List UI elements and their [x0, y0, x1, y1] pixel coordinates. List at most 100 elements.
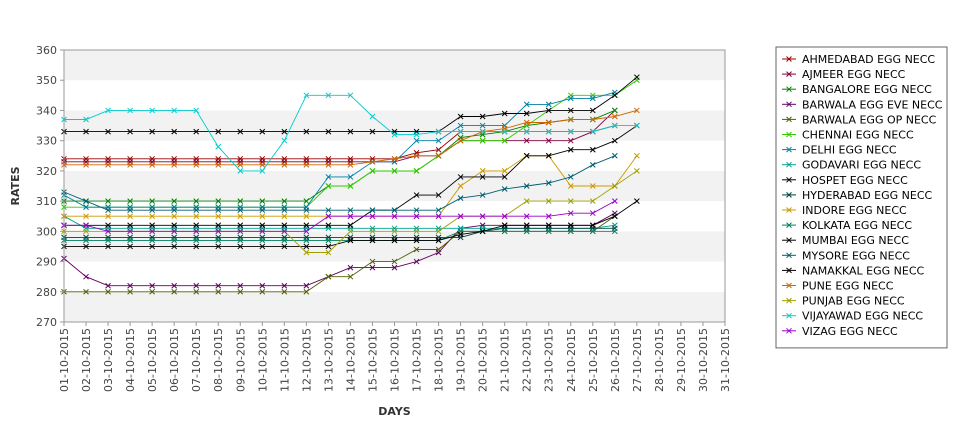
- data-point: [303, 92, 310, 99]
- legend-item: MUMBAI EGG NECC: [782, 234, 909, 247]
- y-axis-title: RATES: [9, 166, 22, 205]
- legend-marker: [786, 161, 792, 168]
- legend-label: AHMEDABAD EGG NECC: [802, 53, 935, 66]
- data-point: [413, 207, 420, 214]
- data-point: [83, 128, 89, 135]
- data-point: [237, 198, 244, 204]
- y-tick-label: 360: [36, 44, 57, 57]
- legend-label: MYSORE EGG NECC: [802, 249, 910, 262]
- data-point: [611, 213, 618, 220]
- legend-item: GODAVARI EGG NECC: [782, 159, 921, 172]
- x-tick-label: 29-10-2015: [675, 328, 688, 392]
- data-point: [127, 213, 133, 220]
- data-point: [545, 137, 552, 144]
- data-point: [127, 207, 133, 214]
- data-point: [193, 288, 200, 295]
- data-point: [523, 137, 530, 144]
- data-point: [479, 213, 486, 220]
- data-point: [215, 288, 222, 295]
- legend-frame: [775, 46, 948, 349]
- data-point: [347, 174, 354, 180]
- data-point: [259, 222, 266, 229]
- data-point: [127, 288, 133, 295]
- data-point: [369, 258, 376, 265]
- data-point: [237, 288, 244, 295]
- data-point: [281, 198, 288, 204]
- data-point: [457, 174, 464, 180]
- data-point: [369, 237, 376, 244]
- legend-marker: [786, 327, 792, 334]
- x-tick-label: 06-10-2015: [168, 328, 181, 392]
- data-point: [369, 168, 376, 174]
- legend-marker: [786, 101, 792, 108]
- data-point: [611, 198, 618, 204]
- data-point: [523, 101, 530, 108]
- x-tick-label: 01-10-2015: [58, 328, 71, 392]
- data-point: [567, 146, 574, 153]
- data-point: [259, 228, 266, 235]
- data-point: [215, 243, 222, 250]
- data-point: [281, 161, 288, 168]
- legend-marker: [786, 312, 792, 319]
- x-tick-label: 15-10-2015: [366, 328, 379, 392]
- data-point: [391, 207, 398, 214]
- legend-label: HYDERABAD EGG NECC: [802, 189, 933, 202]
- x-tick-label: 19-10-2015: [455, 328, 468, 392]
- data-point: [435, 207, 442, 214]
- data-point: [149, 243, 155, 250]
- data-point: [193, 198, 200, 204]
- data-point: [347, 207, 354, 214]
- legend-item: PUNJAB EGG NECC: [782, 295, 905, 308]
- data-point: [589, 228, 596, 235]
- data-point: [634, 152, 640, 159]
- data-point: [303, 249, 310, 256]
- data-point: [391, 237, 398, 244]
- legend-label: HOSPET EGG NECC: [802, 174, 908, 187]
- legend-item: BARWALA EGG EVE NECC: [782, 98, 943, 111]
- series-line: [61, 228, 618, 244]
- data-point: [611, 122, 618, 129]
- legend-item: HOSPET EGG NECC: [782, 174, 908, 187]
- data-point: [457, 137, 464, 144]
- data-point: [281, 213, 288, 220]
- y-tick-label: 280: [36, 286, 57, 299]
- data-point: [171, 228, 178, 235]
- data-point: [611, 152, 618, 159]
- legend-marker: [786, 282, 792, 289]
- series-path: [63, 91, 615, 208]
- data-point: [479, 168, 486, 174]
- data-point: [611, 228, 618, 235]
- data-point: [83, 288, 89, 295]
- data-point: [523, 198, 530, 204]
- data-point: [215, 198, 222, 204]
- data-point: [171, 161, 178, 168]
- data-point: [479, 122, 486, 129]
- x-tick-label: 13-10-2015: [322, 328, 335, 392]
- data-point: [391, 228, 398, 235]
- data-point: [127, 161, 133, 168]
- legend-marker: [786, 237, 792, 244]
- data-point: [149, 222, 155, 229]
- x-tick-label: 28-10-2015: [653, 328, 666, 392]
- grid-band: [64, 140, 725, 171]
- x-tick-label: 10-10-2015: [256, 328, 269, 392]
- data-point: [259, 161, 266, 168]
- legend-item: AHMEDABAD EGG NECC: [782, 53, 935, 66]
- data-point: [413, 258, 420, 265]
- y-axis: 270 280 290 300 310 320 330 340 350 360: [36, 44, 64, 329]
- x-tick-label: 17-10-2015: [411, 328, 424, 392]
- x-tick-label: 04-10-2015: [124, 328, 137, 392]
- data-point: [281, 137, 288, 144]
- data-point: [391, 155, 398, 162]
- data-point: [281, 207, 288, 214]
- data-point: [259, 282, 266, 289]
- data-point: [149, 107, 155, 114]
- data-point: [303, 228, 310, 235]
- data-point: [237, 222, 244, 229]
- data-point: [611, 183, 618, 189]
- data-point: [105, 228, 111, 235]
- legend-item: MYSORE EGG NECC: [782, 249, 910, 262]
- data-point: [545, 152, 552, 159]
- data-point: [501, 128, 508, 135]
- legend-marker: [786, 192, 792, 198]
